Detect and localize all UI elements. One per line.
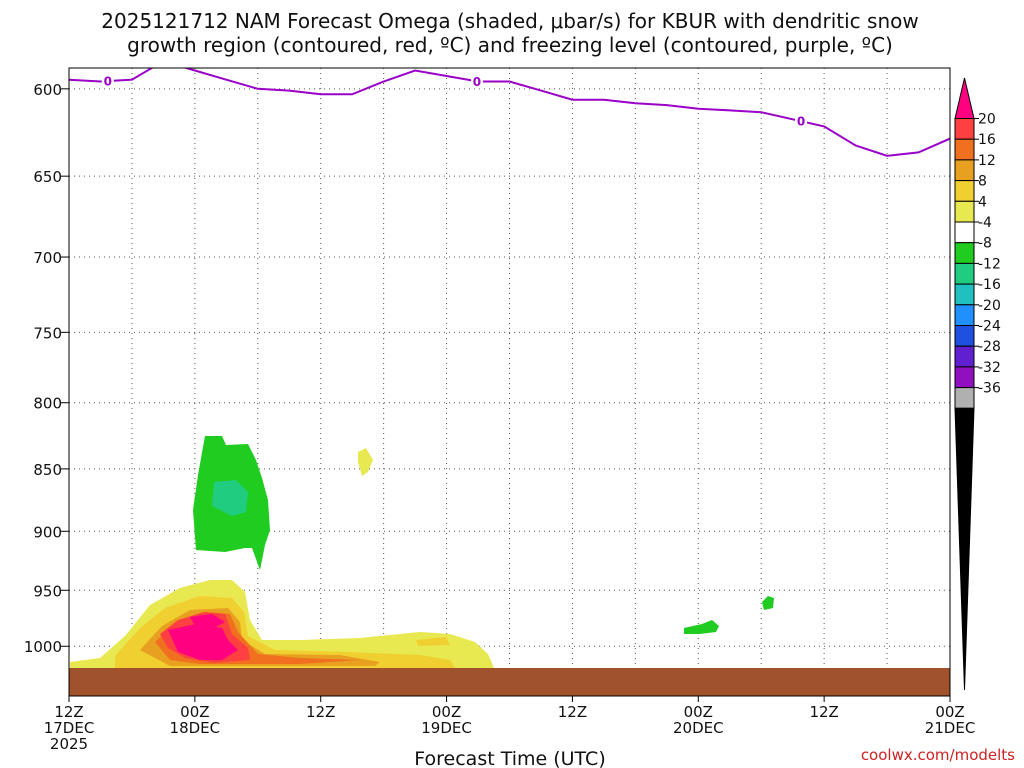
colorbar-arrow-bottom [954,407,975,691]
colorbar-label-12: -32 [978,360,1001,376]
y-tick-label-550: 550 [33,0,62,4]
y-tick-label-750: 750 [33,324,62,342]
colorbar-segment-1 [954,118,975,140]
colorbar-label-13: -36 [978,381,1001,397]
colorbar-segment-14 [954,387,975,409]
colorbar-segment-7 [954,242,975,264]
omega-cell-teal-core [212,480,248,516]
y-tick-label-950: 950 [33,582,62,600]
x-axis-label: Forecast Time (UTC) [414,748,605,768]
credit-text: coolwx.com/modelts [861,746,1015,764]
x-tick-label-84-1: 00Z [935,703,964,721]
contour-label-bg-0-2 [795,114,808,129]
colorbar-segment-9 [954,283,975,306]
colorbar-label-3: 8 [978,174,987,190]
omega-shading [69,436,950,696]
colorbar-label-4: 4 [978,194,987,210]
colorbar-arrow-top [954,77,975,119]
x-tick-label-24-1: 12Z [306,703,335,721]
colorbar-segment-4 [954,180,975,202]
colorbar-segment-8 [954,262,975,285]
x-tick-label-12-1: 00Z [180,703,209,721]
x-tick-label-48-1: 12Z [558,703,587,721]
x-tick-label-0-1: 12Z [54,703,83,721]
colorbar-label-7: -12 [978,256,1001,272]
colorbar-label-8: -16 [978,277,1001,293]
y-tick-label-800: 800 [33,395,62,413]
omega-cell-magenta [168,624,238,660]
colorbar-label-0: 20 [978,112,996,128]
contour-label-0-0: 0 [104,75,112,89]
colorbar-label-6: -8 [978,236,992,252]
chart-title-line-2: growth region (contoured, red, ºC) and f… [127,33,893,57]
x-tick-label-84-2: 21DEC [925,719,976,737]
x-tick-label-0-2: 17DEC [44,719,95,737]
y-tick-label-850: 850 [33,461,62,479]
colorbar-label-10: -24 [978,319,1001,335]
x-tick-label-36-1: 00Z [432,703,461,721]
colorbar-label-1: 16 [978,132,996,148]
colorbar-segment-2 [954,138,975,161]
x-tick-label-0-3: 2025 [50,735,88,753]
omega-cell-green-small [762,596,774,610]
colorbar-label-11: -28 [978,339,1001,355]
y-tick-label-700: 700 [33,249,62,267]
colorbar-segment-13 [954,366,975,389]
colorbar-segment-3 [954,159,975,182]
colorbar-segment-11 [954,325,975,347]
colorbar-segment-5 [954,200,975,223]
y-tick-label-1000: 1000 [24,638,62,656]
colorbar-label-9: -20 [978,298,1001,314]
contour-labels: -18-18-18-12-12-12000 [101,74,808,129]
contour-label-bg-0-0 [101,74,114,89]
x-tick-label-72-1: 12Z [809,703,838,721]
x-tick-label-60-2: 20DEC [673,719,724,737]
colorbar-segment-10 [954,304,975,326]
chart-title-line-1: 2025121712 NAM Forecast Omega (shaded, μ… [101,9,918,33]
plot-frame [68,67,951,697]
x-tick-label-60-1: 00Z [684,703,713,721]
colorbar-label-5: -4 [978,215,992,231]
contour-label-0-2: 0 [797,115,805,129]
y-tick-label-600: 600 [33,81,62,99]
ground-surface [69,668,950,696]
omega-cell-green-spike [209,466,216,476]
colorbar-segment-12 [954,345,975,368]
y-tick-label-900: 900 [33,523,62,541]
y-axis-ticks: 2503003504004505005506006507007508008509… [24,0,69,656]
omega-cell-magenta-upper [190,614,225,628]
x-tick-label-12-2: 18DEC [170,719,221,737]
y-tick-label-650: 650 [33,168,62,186]
contour-label-0-1: 0 [473,75,481,89]
gridlines [69,68,950,696]
x-tick-label-36-2: 19DEC [421,719,472,737]
colorbar: 20 16 12 8 4 -4 -8 -12 -16 -20 -24 -28 -32 -36 [954,77,1001,691]
contour-label-bg-0-1 [470,74,483,89]
colorbar-segment-6 [954,221,975,244]
omega-cell-gold-small [416,637,450,646]
colorbar-label-2: 12 [978,153,996,169]
omega-cell-green-20dec [684,620,719,634]
omega-cell-yellow-small [358,448,373,476]
